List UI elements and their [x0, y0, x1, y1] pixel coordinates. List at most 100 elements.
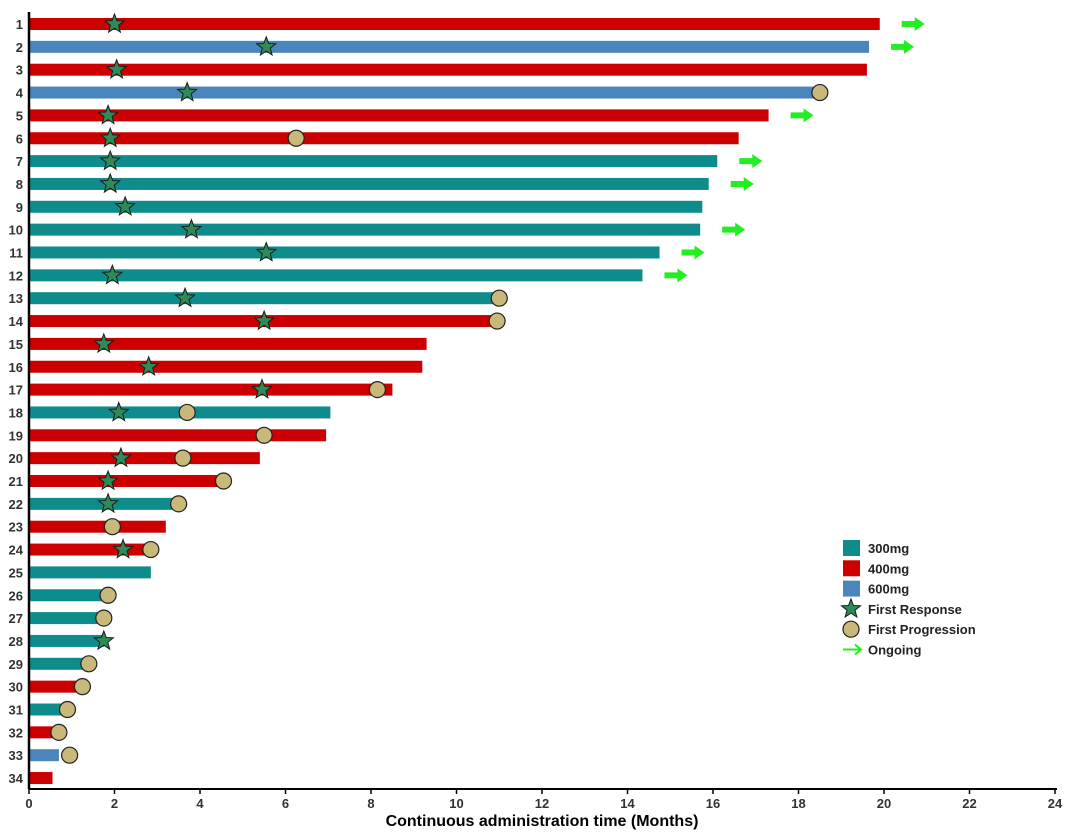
bar-300mg: [30, 246, 660, 259]
bar-300mg: [30, 200, 703, 213]
first-response-marker: [255, 241, 278, 262]
bar-400mg: [30, 520, 166, 533]
first-response-marker: [107, 401, 130, 422]
first-response-marker: [92, 332, 115, 354]
first-response-marker: [253, 309, 275, 331]
first-response-marker: [112, 538, 134, 559]
legend: 300mg 400mg 600mg First Response First Progr…: [840, 540, 976, 658]
patient-label: 23: [9, 520, 23, 535]
bar-300mg: [30, 703, 62, 716]
first-progression-marker: [170, 495, 188, 513]
first-progression-marker: [95, 609, 113, 627]
first-progression-marker: [50, 723, 68, 741]
patient-label: 18: [9, 405, 23, 420]
bar-400mg: [30, 772, 53, 785]
legend-label-300mg: 300mg: [868, 541, 909, 556]
legend-label-ongoing: Ongoing: [868, 643, 921, 658]
first-progression-marker: [287, 129, 305, 147]
bar-300mg: [30, 269, 643, 282]
bar-600mg: [30, 40, 870, 53]
ongoing-arrow: [790, 108, 814, 123]
first-progression-marker: [255, 426, 273, 444]
bar-300mg: [30, 177, 709, 190]
bar-400mg: [30, 63, 867, 76]
patient-label: 9: [16, 200, 23, 215]
ongoing-arrow: [901, 17, 925, 31]
first-response-marker: [99, 149, 122, 171]
patient-label: 4: [16, 86, 24, 101]
patient-label: 34: [9, 771, 24, 786]
bars-layer: [30, 18, 880, 785]
x-tick-label: 18: [791, 796, 805, 811]
patient-label: 2: [16, 40, 23, 55]
bar-400mg: [30, 429, 327, 442]
bar-300mg: [30, 612, 102, 625]
x-tick-label: 22: [962, 796, 976, 811]
patient-label: 27: [9, 611, 23, 626]
patient-label: 1: [16, 17, 23, 32]
first-response-marker: [92, 629, 115, 651]
first-response-marker: [110, 446, 132, 468]
first-response-marker: [99, 126, 122, 148]
patient-label: 10: [9, 223, 23, 238]
ongoing-arrow: [681, 245, 705, 260]
first-progression-marker: [368, 381, 387, 399]
legend-label-600mg: 600mg: [868, 582, 909, 597]
first-response-marker: [174, 286, 196, 308]
first-progression-marker: [99, 586, 117, 604]
x-tick-label: 6: [282, 796, 289, 811]
bar-600mg: [30, 749, 59, 762]
bar-600mg: [30, 86, 820, 99]
first-progression-marker: [811, 83, 829, 102]
legend-label-first_progression: First Progression: [868, 622, 976, 637]
first-response-marker: [97, 103, 119, 125]
bar-300mg: [30, 566, 151, 579]
first-response-marker: [251, 378, 273, 399]
patient-label: 13: [9, 291, 23, 306]
axes-layer: 1234567891011121314151617181920212223242…: [9, 12, 1063, 811]
ongoing-arrow: [739, 154, 763, 169]
first-progression-marker: [174, 449, 192, 467]
patient-label: 22: [9, 497, 23, 512]
patient-label: 25: [9, 565, 23, 580]
patient-label: 29: [9, 657, 23, 672]
bar-300mg: [30, 223, 701, 236]
patient-label: 26: [9, 588, 23, 603]
legend-star-icon: [840, 597, 862, 619]
bar-400mg: [30, 132, 739, 145]
markers-layer: [50, 12, 925, 764]
first-progression-marker: [58, 700, 77, 719]
bar-400mg: [30, 475, 222, 487]
legend-arrow-icon: [854, 643, 863, 656]
patient-label: 5: [16, 108, 23, 123]
first-response-marker: [99, 172, 122, 194]
patient-label: 20: [9, 451, 23, 466]
x-tick-label: 20: [877, 796, 891, 811]
first-progression-marker: [142, 540, 160, 559]
patient-label: 12: [9, 268, 23, 283]
bar-400mg: [30, 109, 769, 122]
patient-label: 24: [9, 543, 24, 558]
bar-300mg: [30, 155, 718, 168]
first-response-marker: [176, 81, 199, 102]
legend-swatch-300mg: [843, 540, 860, 556]
first-response-marker: [97, 469, 119, 491]
patient-label: 15: [9, 337, 23, 352]
ongoing-arrow: [664, 268, 688, 283]
patient-label: 19: [9, 428, 23, 443]
patient-label: 6: [16, 131, 23, 146]
first-progression-marker: [80, 655, 98, 673]
first-progression-marker: [103, 518, 121, 536]
first-progression-marker: [490, 289, 508, 307]
bar-400mg: [30, 360, 423, 373]
ongoing-arrow: [722, 222, 746, 237]
first-response-marker: [114, 195, 137, 217]
first-response-marker: [101, 263, 124, 285]
patient-label: 28: [9, 634, 23, 649]
x-tick-label: 2: [111, 796, 118, 811]
x-tick-label: 16: [706, 796, 720, 811]
x-tick-label: 0: [25, 796, 32, 811]
bar-300mg: [30, 589, 106, 602]
legend-swatch-400mg: [843, 560, 860, 577]
